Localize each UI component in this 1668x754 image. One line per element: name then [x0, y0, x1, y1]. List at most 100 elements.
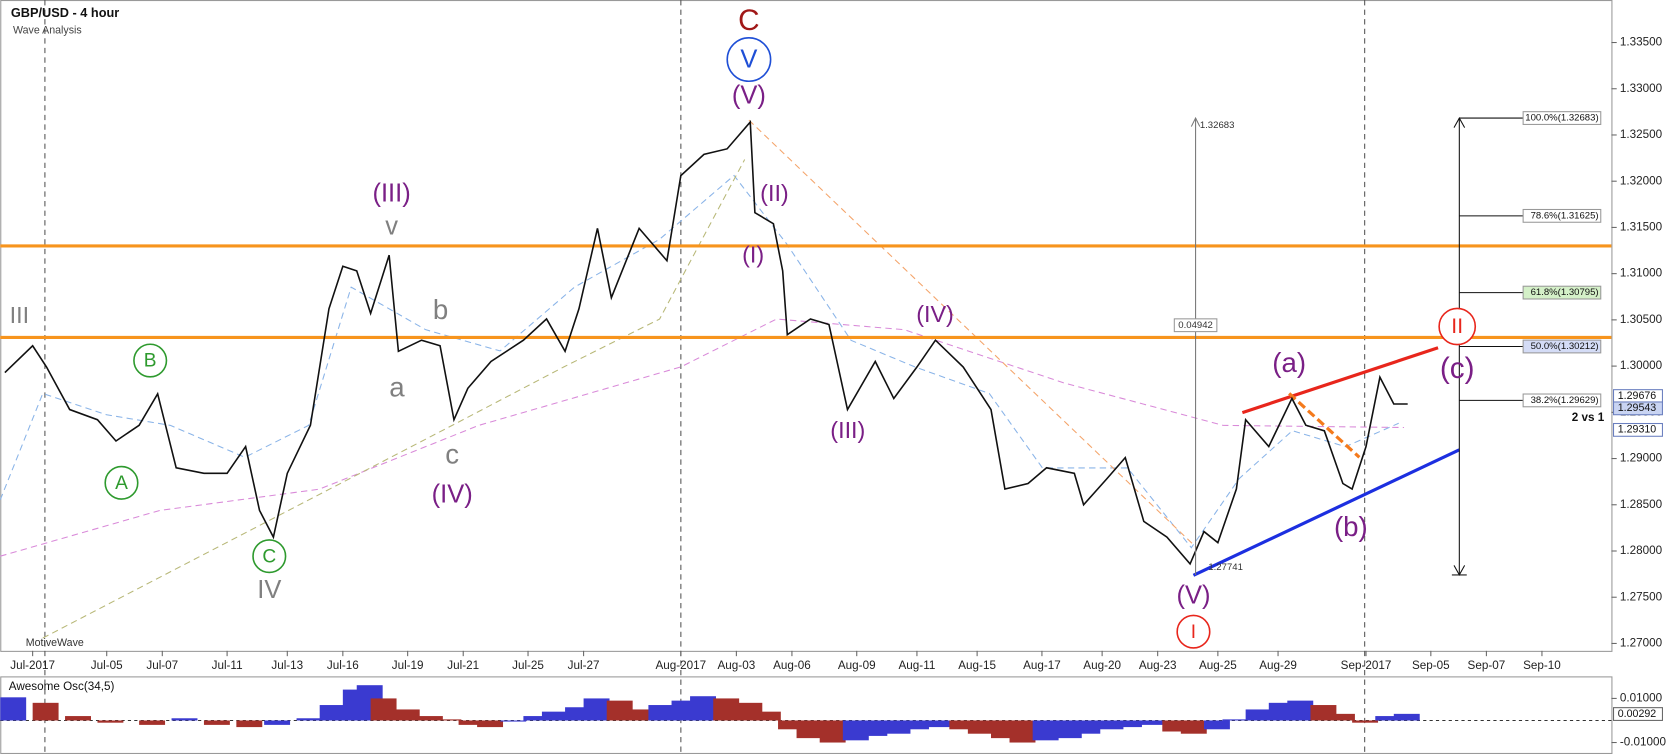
fib-label: 100.0%(1.32683)	[1525, 113, 1598, 124]
x-tick-label: Sep-07	[1468, 659, 1506, 672]
x-tick-label: Sep-10	[1523, 659, 1561, 672]
x-tick-label: Aug-15	[958, 659, 996, 672]
wave-label: (c)	[1440, 352, 1475, 385]
osc-bar	[861, 720, 888, 736]
x-tick-label: Jul-11	[212, 659, 243, 672]
osc-bar	[1328, 713, 1355, 721]
y-tick-label: 0.01000	[1620, 692, 1663, 705]
wave-label: c	[445, 439, 459, 470]
measure-top-label: 1.32683	[1200, 120, 1235, 131]
x-tick-label: Jul-25	[512, 659, 544, 672]
price-label: 1.29543	[1618, 402, 1656, 414]
osc-bar	[1139, 720, 1166, 725]
wave-circle	[252, 539, 287, 574]
fib-label: 50.0%(1.30212)	[1531, 341, 1599, 352]
x-tick-label: Jul-13	[271, 659, 303, 672]
x-tick-label: Aug-23	[1139, 659, 1177, 672]
period-separators	[44, 0, 1366, 754]
osc-bar	[1009, 720, 1036, 743]
x-tick-label: Aug-09	[838, 659, 876, 672]
x-tick-label: Aug-2017	[655, 659, 706, 672]
wave-label: IV	[257, 576, 281, 604]
osc-bar	[319, 705, 346, 721]
osc-bar	[171, 718, 198, 721]
wave-label: C	[738, 4, 760, 37]
moving-average-slow	[0, 318, 1405, 557]
osc-bar	[1180, 720, 1207, 734]
osc-bar	[541, 711, 568, 721]
osc-bar	[1352, 720, 1379, 723]
wave-label: a	[389, 372, 405, 403]
channel-upper	[1241, 346, 1439, 415]
wave-label: C	[262, 546, 276, 567]
osc-bar	[435, 719, 462, 721]
fib-label-box	[1522, 285, 1602, 300]
wave-label: 2 vs 1	[1572, 411, 1605, 424]
x-tick-label: Jul-07	[146, 659, 178, 672]
osc-bar	[1032, 720, 1059, 741]
x-tick-label: Aug-29	[1259, 659, 1297, 672]
wave-label: (IV)	[432, 480, 473, 508]
wave-label: A	[115, 473, 128, 494]
chart-title: GBP/USD - 4 hour	[11, 5, 119, 20]
y-tick-label: -0.01000	[1620, 736, 1667, 749]
wave-circle	[1176, 614, 1211, 649]
osc-bar	[1245, 709, 1272, 721]
x-tick-label: Jul-27	[568, 659, 600, 672]
osc-bar	[949, 720, 976, 730]
osc-bar	[203, 720, 230, 725]
wave-circle	[133, 343, 168, 378]
wave-label: v	[385, 212, 398, 240]
wave-label: (a)	[1272, 347, 1306, 378]
osc-bar	[629, 709, 656, 721]
y-tick-label: 1.27500	[1620, 590, 1663, 603]
fib-label: 61.8%(1.30795)	[1531, 287, 1599, 298]
wave-label: b	[433, 294, 448, 325]
osc-bar	[1097, 720, 1124, 730]
wave-label: (III)	[830, 417, 865, 443]
osc-bar	[648, 705, 675, 721]
wave-label: (b)	[1334, 511, 1368, 542]
osc-bar	[264, 720, 291, 725]
osc-bar	[967, 720, 994, 734]
channel-lower	[1192, 448, 1461, 577]
osc-bar	[32, 702, 59, 721]
wave-label: (I)	[742, 241, 764, 267]
chart-subtitle: Wave Analysis	[13, 25, 82, 37]
osc-bar	[0, 697, 27, 721]
osc-bar	[416, 716, 443, 721]
osc-bar	[926, 720, 953, 728]
x-tick-label: Jul-2017	[10, 659, 55, 672]
osc-value-label: 0.00292	[1618, 708, 1656, 720]
y-tick-label: 1.32000	[1620, 174, 1663, 187]
x-tick-label: Sep-2017	[1341, 659, 1392, 672]
wave-label: II	[1451, 314, 1463, 338]
wave-circle	[1438, 307, 1477, 346]
osc-bar	[1203, 720, 1230, 730]
watermark: MotiveWave	[26, 637, 84, 649]
x-tick-label: Jul-19	[392, 659, 424, 672]
osc-bar	[778, 720, 804, 730]
wave-label: I	[1191, 622, 1196, 643]
measure-arrow	[1190, 116, 1201, 127]
price-line	[4, 120, 1408, 566]
wave-circle	[726, 37, 772, 83]
wave-label: (III)	[372, 179, 410, 207]
osc-bar	[97, 720, 124, 723]
osc-value-box	[1612, 707, 1663, 721]
osc-bar	[903, 720, 929, 730]
main-panel-frame	[0, 0, 1613, 652]
osc-bar	[393, 709, 420, 721]
wave-label: B	[144, 351, 157, 372]
wave-label: (II)	[760, 180, 789, 206]
price-label-box	[1612, 401, 1663, 416]
osc-bar	[523, 716, 550, 721]
wave-label: (IV)	[916, 301, 954, 327]
osc-bar	[1393, 713, 1420, 721]
fib-label-box	[1522, 111, 1602, 125]
osc-bar	[1287, 700, 1314, 721]
osc-bar	[690, 696, 717, 721]
osc-bar	[236, 720, 263, 728]
